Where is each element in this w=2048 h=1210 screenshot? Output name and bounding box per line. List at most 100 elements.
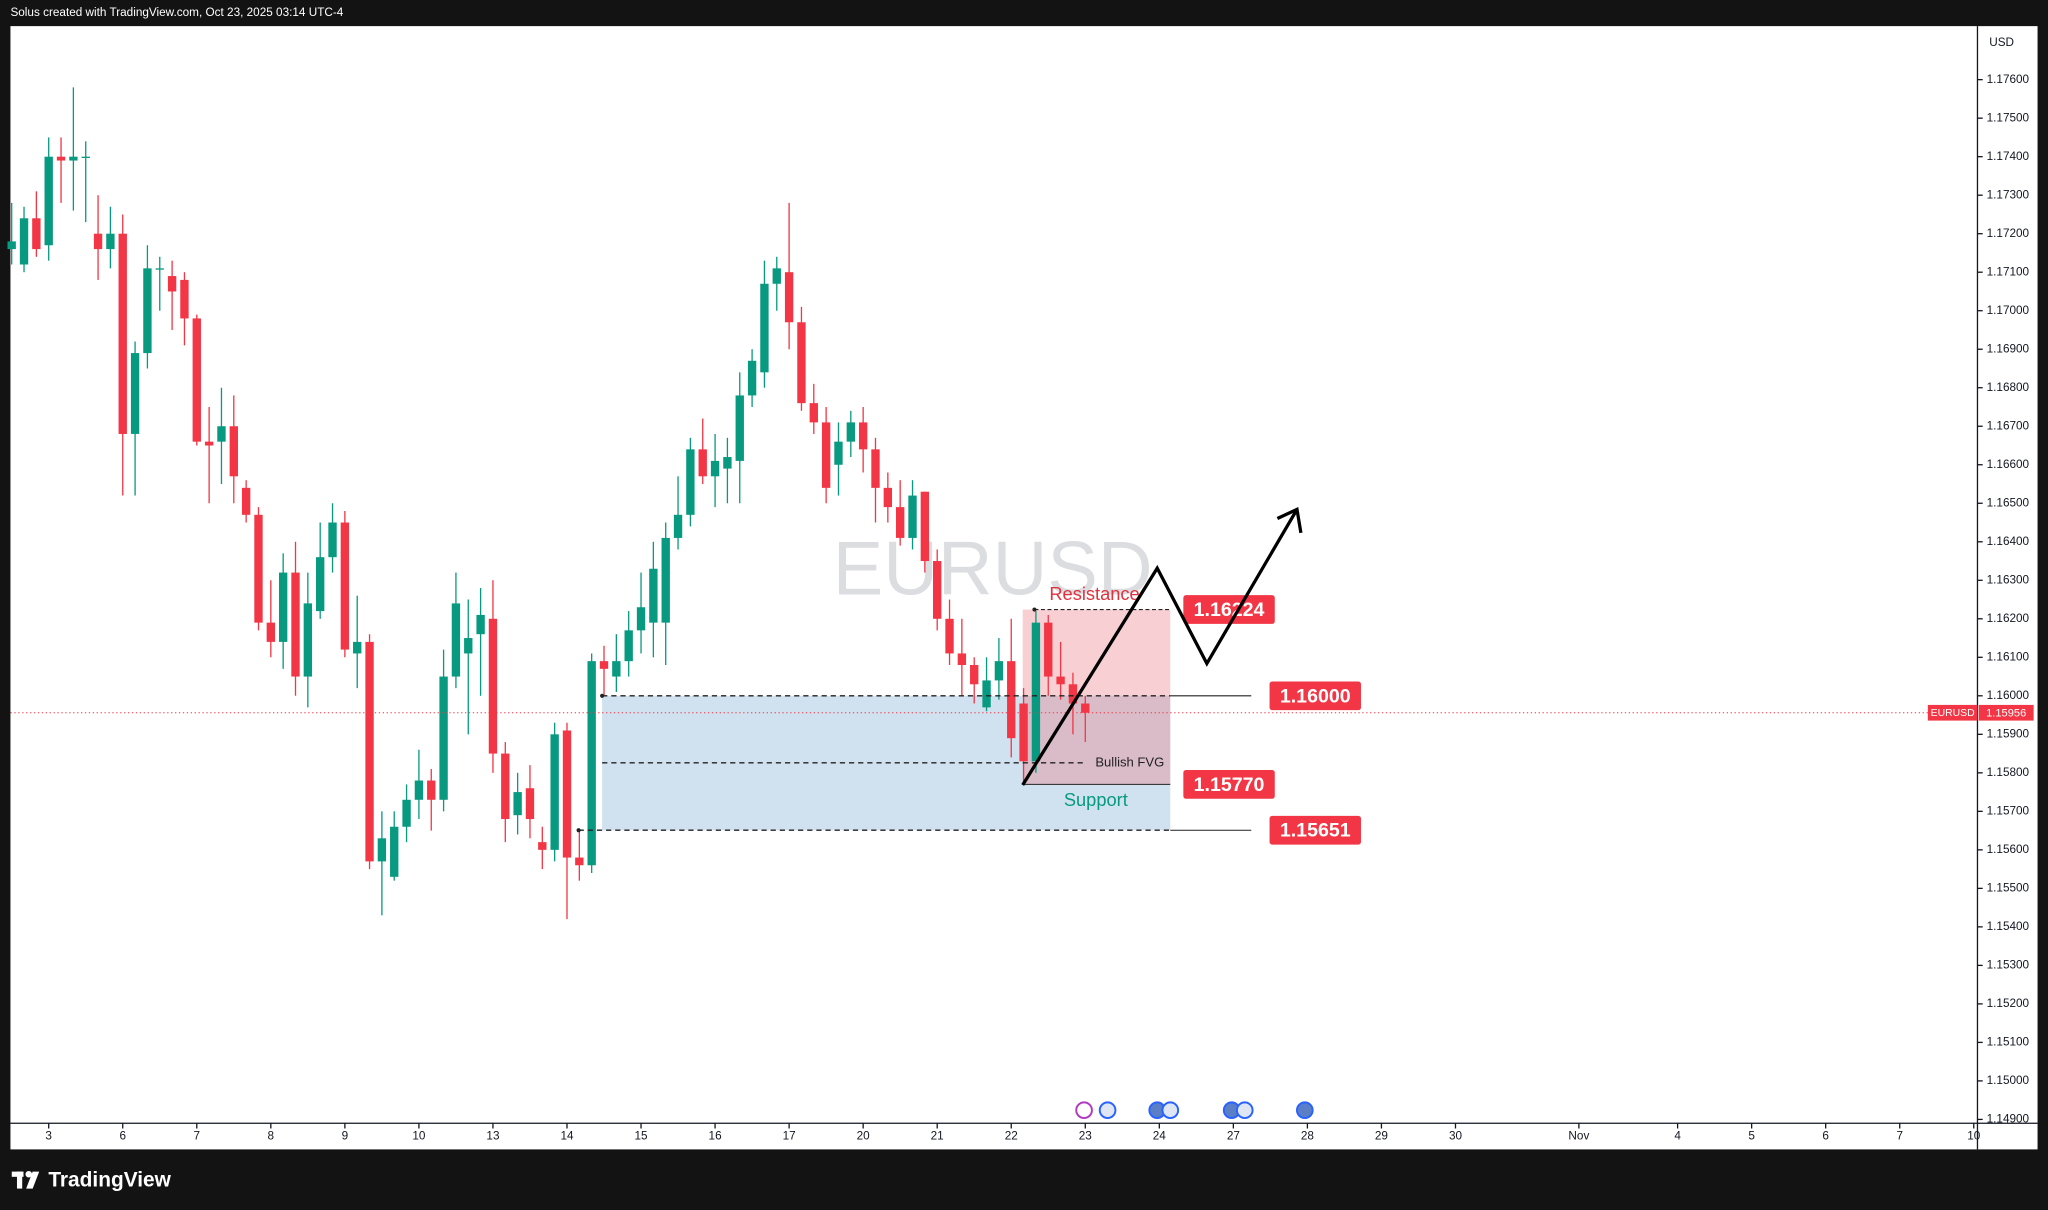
x-tick-label: 9 <box>342 1129 349 1142</box>
price-tag <box>1978 704 2034 721</box>
candles <box>7 87 1090 920</box>
x-tick-label: 4 <box>1674 1129 1681 1142</box>
x-tick-label: 28 <box>1301 1129 1315 1142</box>
candle-body <box>661 537 670 623</box>
event-icon <box>1098 1101 1117 1120</box>
candle-body <box>501 753 510 820</box>
level-box-label: 1.16000 <box>1280 685 1351 707</box>
candle-body <box>723 457 732 469</box>
candle-body <box>241 487 251 515</box>
y-tick-label: 1.15800 <box>1987 766 2030 779</box>
candle-body <box>204 441 214 446</box>
candle-body <box>266 622 276 642</box>
candle-body <box>353 641 362 654</box>
candle-body <box>1068 684 1078 704</box>
level-box-label: 1.15651 <box>1280 820 1351 842</box>
candle-body <box>439 676 448 800</box>
x-tick-label: 15 <box>634 1129 648 1142</box>
fvg-label: Bullish FVG <box>1095 754 1164 769</box>
candle-body <box>217 426 226 442</box>
candle-body <box>118 233 127 434</box>
candle-body <box>340 522 350 650</box>
brand-name: TradingView <box>48 1168 171 1191</box>
header-text: Solus created with TradingView.com, Oct … <box>10 6 343 19</box>
level-anchor <box>1032 607 1037 612</box>
candle-body <box>155 268 164 270</box>
x-tick-label: 23 <box>1079 1129 1093 1142</box>
price-tag-label: 1.15956 <box>1986 707 2026 719</box>
candle-body <box>760 283 769 373</box>
candle-body <box>612 661 621 677</box>
candle-body <box>229 426 238 477</box>
candle-body <box>476 614 485 635</box>
candle-body <box>933 561 942 619</box>
candle-body <box>81 156 90 158</box>
candle-body <box>291 572 300 677</box>
y-tick-label: 1.14900 <box>1987 1113 2030 1126</box>
currency-label: USD <box>1989 36 2014 49</box>
candle-body <box>427 780 436 800</box>
y-tick-label: 1.15600 <box>1987 843 2030 856</box>
candle-body <box>1081 703 1090 713</box>
event-icon <box>1235 1101 1254 1120</box>
y-tick-label: 1.15100 <box>1987 1036 2030 1049</box>
x-tick-label: 5 <box>1748 1129 1755 1142</box>
candle-body <box>858 422 868 450</box>
candle-body <box>550 734 559 850</box>
x-tick-label: 8 <box>268 1129 275 1142</box>
level-box <box>1183 770 1275 799</box>
candle-body <box>93 233 103 250</box>
x-tick-label: 22 <box>1005 1129 1018 1142</box>
logo-part <box>25 1170 32 1178</box>
logo-part <box>26 1171 40 1189</box>
y-tick-label: 1.16800 <box>1987 381 2030 394</box>
candle-body <box>106 233 115 250</box>
overlays: Resistance Support Bullish FVG 1.16224 1.160… <box>10 583 2034 845</box>
candle-body <box>56 156 66 161</box>
x-tick-label: 7 <box>1896 1129 1903 1142</box>
y-tick-label: 1.17000 <box>1987 304 2030 317</box>
candle-body <box>19 218 29 265</box>
candle-body <box>167 276 177 292</box>
candle-body <box>575 857 584 866</box>
x-tick-label: 20 <box>857 1129 871 1142</box>
y-tick-label: 1.16900 <box>1987 342 2030 355</box>
level-anchor <box>600 693 605 698</box>
x-tick-label: 10 <box>1967 1129 1981 1142</box>
y-tick-label: 1.16200 <box>1987 612 2030 625</box>
candle-body <box>970 665 979 685</box>
candle-body <box>328 522 337 558</box>
candle-body <box>316 557 325 612</box>
x-tick-label: 24 <box>1153 1129 1167 1142</box>
candle-body <box>365 641 374 862</box>
candle-body <box>414 780 424 800</box>
arrow-head <box>1276 507 1303 534</box>
candle-body <box>464 638 473 654</box>
candle-body <box>130 353 140 434</box>
level-box <box>1269 681 1361 711</box>
x-tick-label: 14 <box>560 1129 574 1142</box>
candle-body <box>7 241 16 250</box>
candle-body <box>192 318 201 442</box>
y-tick-label: 1.16600 <box>1987 458 2030 471</box>
candle-body <box>303 603 313 677</box>
level-box <box>1183 595 1275 624</box>
symbol-tag-label: EURUSD <box>1931 708 1976 719</box>
candle-body <box>1044 622 1053 677</box>
x-tick-label: 6 <box>1822 1129 1829 1142</box>
candle-body <box>390 826 399 877</box>
candle-body <box>143 268 152 354</box>
event-icon <box>1075 1101 1093 1120</box>
y-tick-label: 1.16300 <box>1987 573 2030 586</box>
x-tick-label: 3 <box>45 1129 52 1142</box>
candle-body <box>69 156 78 161</box>
projection-arrow <box>1021 508 1299 786</box>
candle-body <box>1007 661 1016 739</box>
event-icon <box>1161 1101 1180 1120</box>
candle-body <box>649 568 658 623</box>
x-tick-label: 27 <box>1227 1129 1240 1142</box>
y-tick-label: 1.16000 <box>1987 689 2030 702</box>
candle-body <box>513 792 522 816</box>
candle-body <box>797 322 806 404</box>
